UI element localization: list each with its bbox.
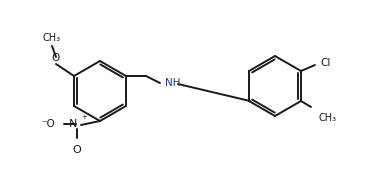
Text: ⁻O: ⁻O <box>41 119 55 129</box>
Text: Cl: Cl <box>320 58 330 68</box>
Text: O: O <box>51 53 59 63</box>
Text: NH: NH <box>165 78 180 88</box>
Text: CH₃: CH₃ <box>319 113 337 123</box>
Text: N: N <box>68 119 77 129</box>
Text: CH₃: CH₃ <box>43 33 61 43</box>
Text: O: O <box>72 145 81 155</box>
Text: +: + <box>81 114 87 120</box>
